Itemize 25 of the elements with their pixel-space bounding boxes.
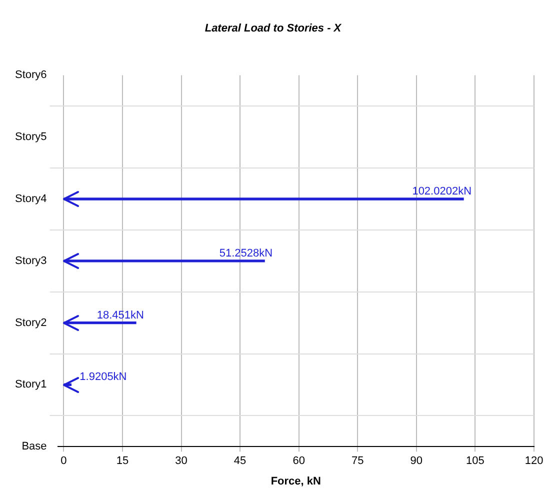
data-label: 1.9205kN — [80, 371, 127, 384]
y-tick-label: Story6 — [14, 69, 47, 82]
data-label: 18.451kN — [96, 309, 144, 322]
y-tick-label: Story3 — [14, 254, 47, 267]
x-tick-label: 75 — [352, 455, 364, 468]
x-tick-label: 0 — [60, 455, 67, 468]
x-axis-title: Force, kN — [270, 475, 322, 488]
y-tick-label: Story5 — [14, 131, 47, 144]
bar — [64, 198, 464, 200]
x-tick-label: 120 — [524, 455, 544, 468]
y-tick-label: Story1 — [14, 378, 47, 391]
bar — [64, 321, 136, 324]
x-tick-label: 45 — [234, 455, 246, 468]
x-tick-label: 105 — [466, 455, 484, 468]
bar — [64, 260, 265, 262]
y-tick-label: Story2 — [14, 316, 47, 329]
x-tick-label: 90 — [410, 455, 423, 468]
chart-title: Lateral Load to Stories - X — [204, 22, 342, 35]
y-tick-label: Base — [22, 440, 47, 453]
x-tick-label: 15 — [116, 455, 129, 468]
x-tick-label: 60 — [292, 455, 305, 468]
x-tick-label: 30 — [175, 455, 188, 468]
data-label: 51.2528kN — [219, 247, 273, 260]
data-label: 102.0202kN — [412, 186, 472, 198]
y-tick-label: Story4 — [14, 193, 47, 206]
